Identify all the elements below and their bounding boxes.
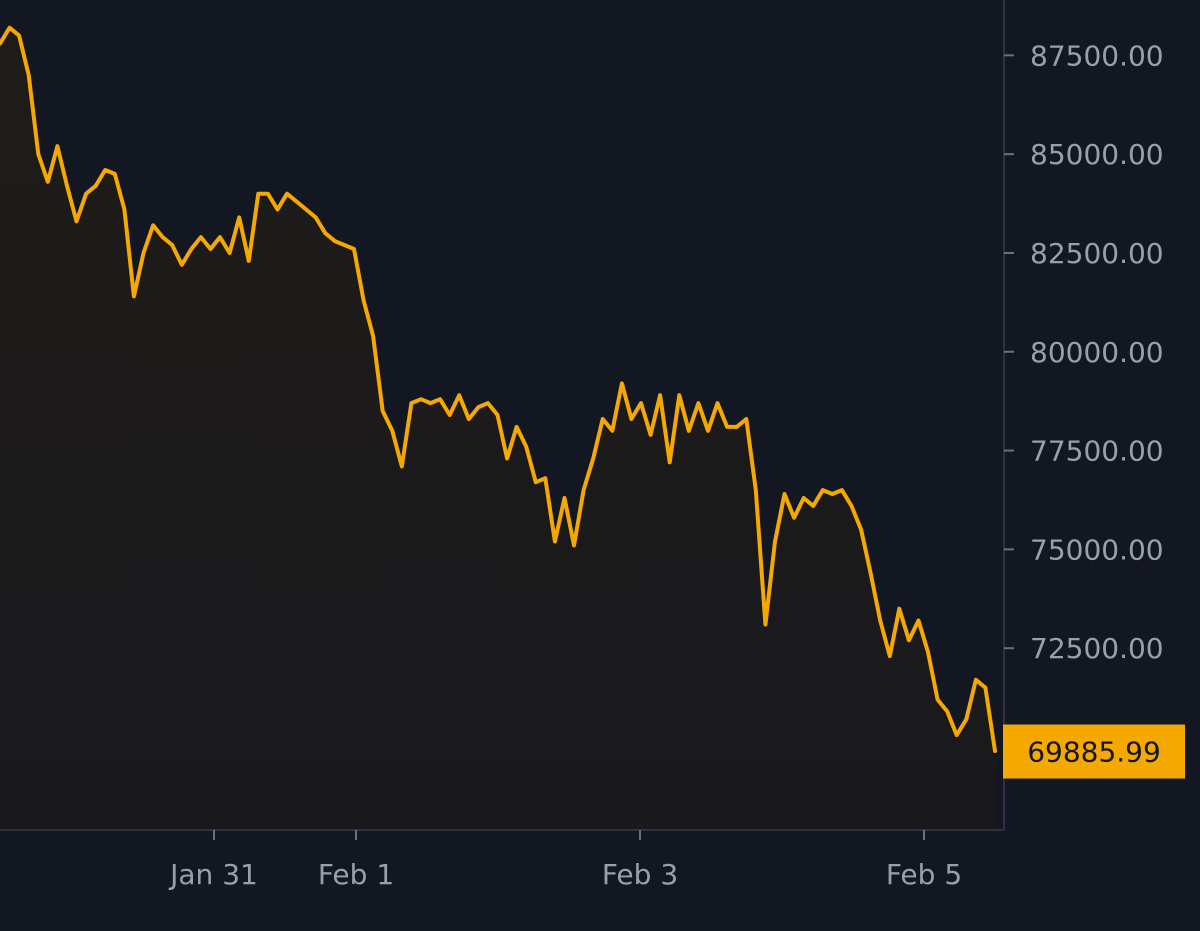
price-line	[0, 25, 997, 753]
y-tick-label: 72500.00	[1030, 632, 1164, 665]
current-price-label: 69885.99	[1027, 736, 1161, 769]
current-price-badge	[1003, 724, 1185, 779]
y-tick-label: 80000.00	[1030, 336, 1164, 369]
y-tick-label: 82500.00	[1030, 237, 1164, 270]
x-tick-label: Feb 5	[886, 858, 962, 891]
x-tick-label: Feb 1	[318, 858, 394, 891]
y-tick-label: 85000.00	[1030, 138, 1164, 171]
y-tick-label: 77500.00	[1030, 435, 1164, 468]
y-tick-label: 87500.00	[1030, 39, 1164, 72]
x-tick-label: Jan 31	[168, 858, 258, 891]
y-tick-label: 75000.00	[1030, 533, 1164, 566]
x-axis: Jan 31 Feb 1 Feb 3 Feb 5	[168, 830, 962, 891]
current-price-marker: 69885.99	[1003, 724, 1185, 779]
y-axis: 87500.00 85000.00 82500.00 80000.00 77500.00…	[1004, 39, 1164, 665]
x-tick-label: Feb 3	[602, 858, 678, 891]
price-area	[0, 27, 995, 830]
